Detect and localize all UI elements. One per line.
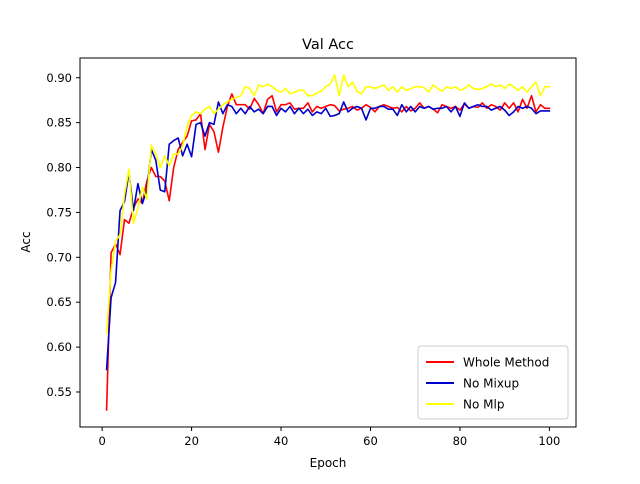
y-tick-label: 0.90	[46, 71, 72, 85]
chart-title: Val Acc	[302, 37, 354, 53]
y-tick-label: 0.65	[46, 295, 72, 309]
axes-frame	[79, 57, 577, 428]
y-tick-label: 0.75	[46, 205, 72, 219]
x-tick-label: 60	[363, 434, 378, 448]
y-tick-label: 0.60	[46, 340, 72, 354]
y-tick-label: 0.55	[46, 385, 72, 399]
y-axis-label: Acc	[19, 231, 33, 252]
x-tick-label: 100	[538, 434, 560, 448]
series-line-no-mixup	[105, 101, 551, 371]
legend: Whole Method No Mixup No Mlp	[417, 345, 569, 420]
series-line-no-mlp	[105, 74, 551, 335]
series-lines-group	[105, 74, 551, 411]
x-tick-label: 20	[184, 434, 199, 448]
x-tick-label: 40	[274, 434, 289, 448]
y-tick-label: 0.70	[46, 250, 72, 264]
x-tick-label: 80	[453, 434, 468, 448]
legend-label: Whole Method	[463, 356, 549, 370]
plot-area: 0 20 40 60 80 100 0.55 0.60 0.65 0.70 0.75 0.80 0.85…	[46, 57, 577, 448]
y-tick-label: 0.85	[46, 116, 72, 130]
y-tick-label: 0.80	[46, 161, 72, 175]
x-axis-label: Epoch	[310, 456, 347, 470]
legend-box	[417, 345, 569, 420]
legend-label: No Mlp	[463, 398, 504, 412]
x-tick-label: 0	[98, 434, 105, 448]
legend-label: No Mixup	[463, 377, 519, 391]
